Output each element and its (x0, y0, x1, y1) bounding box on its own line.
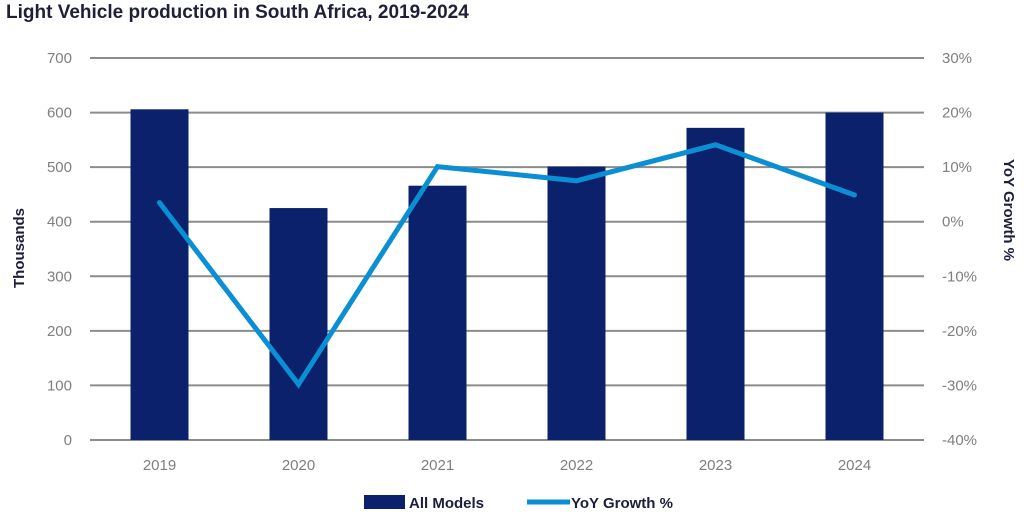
x-tick-label: 2021 (421, 457, 454, 474)
legend-label-all-models: All Models (409, 495, 484, 512)
growth-line (157, 142, 857, 389)
y-tick-label-left: 400 (47, 214, 72, 231)
y-tick-label-right: 20% (942, 105, 972, 122)
x-tick-label: 2019 (143, 457, 176, 474)
y-axis-label-right: YoY Growth % (1000, 159, 1017, 261)
bar-2020 (269, 208, 328, 440)
x-tick-label: 2024 (838, 457, 871, 474)
y-axis-label-left: Thousands (11, 208, 28, 288)
y-tick-label-left: 200 (47, 323, 72, 340)
y-tick-label-left: 700 (47, 50, 72, 67)
y-tick-label-right: 0% (942, 214, 964, 231)
gridlines (90, 57, 924, 441)
y-tick-label-left: 0 (64, 432, 72, 449)
bar-2023 (686, 127, 745, 440)
bar-2022 (547, 166, 606, 440)
y-tick-label-left: 300 (47, 268, 72, 285)
y-tick-label-left: 500 (47, 159, 72, 176)
y-axis-left: 0 100 200 300 400 500 600 700 (47, 50, 72, 449)
chart-title: Light Vehicle production in South Africa… (6, 2, 469, 23)
y-tick-label-right: -10% (942, 268, 977, 285)
legend-swatch-all-models (364, 495, 405, 509)
bar-2024 (825, 112, 884, 441)
x-tick-label: 2022 (560, 457, 593, 474)
y-tick-label-right: 10% (942, 159, 972, 176)
legend: All Models YoY Growth % (364, 495, 673, 512)
y-axis-right: -40% -30% -20% -10% 0% 10% 20% 30% (942, 50, 977, 449)
y-tick-label-right: -30% (942, 377, 977, 394)
y-tick-label-right: -20% (942, 323, 977, 340)
bar-2019 (130, 109, 189, 440)
y-tick-label-left: 100 (47, 377, 72, 394)
bar-2021 (408, 185, 467, 440)
legend-label-yoy-growth: YoY Growth % (571, 495, 673, 512)
bars (130, 109, 884, 441)
x-axis: 2019 2020 2021 2022 2023 2024 (143, 457, 871, 474)
y-tick-label-right: -40% (942, 432, 977, 449)
y-tick-label-left: 600 (47, 105, 72, 122)
growth-line-path (157, 142, 857, 389)
y-tick-label-right: 30% (942, 50, 972, 67)
x-tick-label: 2020 (282, 457, 315, 474)
x-tick-label: 2023 (699, 457, 732, 474)
